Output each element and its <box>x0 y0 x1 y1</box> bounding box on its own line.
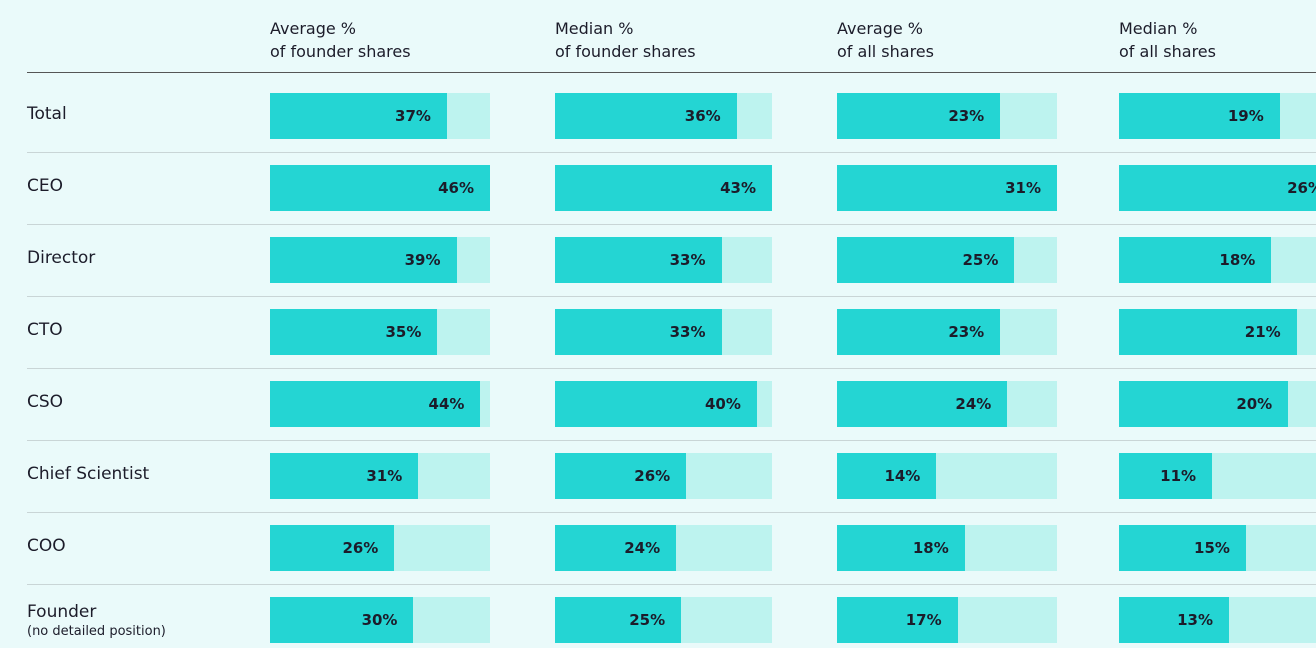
bar <box>1119 309 1297 355</box>
value-label: 23% <box>948 107 985 125</box>
value-label: 46% <box>438 179 474 197</box>
value-label: 21% <box>1244 323 1281 341</box>
row-label: Chief Scientist <box>27 464 150 484</box>
bar <box>1119 381 1289 427</box>
bar <box>555 165 772 211</box>
value-label: 31% <box>366 467 403 485</box>
bar <box>555 237 722 283</box>
row-label: Total <box>27 104 67 124</box>
row-label: CTO <box>27 320 63 340</box>
bar <box>270 381 481 427</box>
bar <box>555 597 682 643</box>
value-label: 14% <box>884 467 921 485</box>
bar <box>270 165 490 211</box>
value-label: 30% <box>361 611 398 629</box>
bar <box>837 525 965 571</box>
value-label: 40% <box>704 395 741 413</box>
bar <box>270 453 419 499</box>
bar <box>555 381 757 427</box>
value-label: 24% <box>955 395 992 413</box>
value-label: 33% <box>669 323 706 341</box>
value-label: 26% <box>342 539 379 557</box>
row-label: CSO <box>27 392 64 412</box>
value-label: 25% <box>629 611 666 629</box>
bar <box>270 93 447 139</box>
header-rule <box>27 72 1316 73</box>
bar <box>837 453 937 499</box>
value-label: 26% <box>634 467 671 485</box>
row-label: COO <box>27 536 66 556</box>
value-label: 15% <box>1194 539 1230 557</box>
column-header: Median % of founder shares <box>555 19 696 61</box>
bar <box>837 597 958 643</box>
value-label: 24% <box>624 539 661 557</box>
bar <box>270 309 438 355</box>
bar <box>270 525 395 571</box>
value-label: 23% <box>948 323 985 341</box>
value-label: 25% <box>962 251 999 269</box>
bar <box>1119 93 1280 139</box>
value-label: 11% <box>1160 467 1197 485</box>
row-separator <box>27 512 1316 513</box>
bar <box>555 453 687 499</box>
row-separator <box>27 296 1316 297</box>
bar <box>837 237 1015 283</box>
value-label: 39% <box>404 251 441 269</box>
bar <box>270 237 457 283</box>
row-separator <box>27 224 1316 225</box>
row-label: Director <box>27 248 96 268</box>
bar <box>1119 453 1213 499</box>
bar <box>555 309 722 355</box>
value-label: 36% <box>684 107 721 125</box>
bar <box>1119 597 1229 643</box>
bar <box>837 381 1008 427</box>
row-label: CEO <box>27 176 63 196</box>
bar <box>555 93 737 139</box>
bar <box>837 309 1001 355</box>
value-label: 37% <box>395 107 431 125</box>
bar <box>1119 237 1272 283</box>
value-label: 26% <box>1287 179 1316 197</box>
value-label: 13% <box>1177 611 1213 629</box>
value-label: 31% <box>1005 179 1041 197</box>
value-label: 18% <box>912 539 949 557</box>
value-label: 18% <box>1219 251 1256 269</box>
value-label: 17% <box>905 611 942 629</box>
bar <box>1119 525 1246 571</box>
value-label: 35% <box>385 323 422 341</box>
bar <box>270 597 414 643</box>
row-separator <box>27 440 1316 441</box>
row-note: (no detailed position) <box>27 624 166 639</box>
column-header: Average % of all shares <box>837 19 934 61</box>
value-label: 33% <box>669 251 706 269</box>
bar <box>837 165 1057 211</box>
bar <box>837 93 1001 139</box>
value-label: 44% <box>428 395 465 413</box>
bar <box>1119 165 1316 211</box>
row-label: Founder <box>27 602 97 622</box>
column-header: Average % of founder shares <box>270 19 411 61</box>
row-separator <box>27 584 1316 585</box>
row-separator <box>27 368 1316 369</box>
column-header: Median % of all shares <box>1119 19 1216 61</box>
row-separator <box>27 152 1316 153</box>
value-label: 20% <box>1236 395 1273 413</box>
value-label: 43% <box>720 179 756 197</box>
value-label: 19% <box>1227 107 1264 125</box>
bar <box>555 525 677 571</box>
